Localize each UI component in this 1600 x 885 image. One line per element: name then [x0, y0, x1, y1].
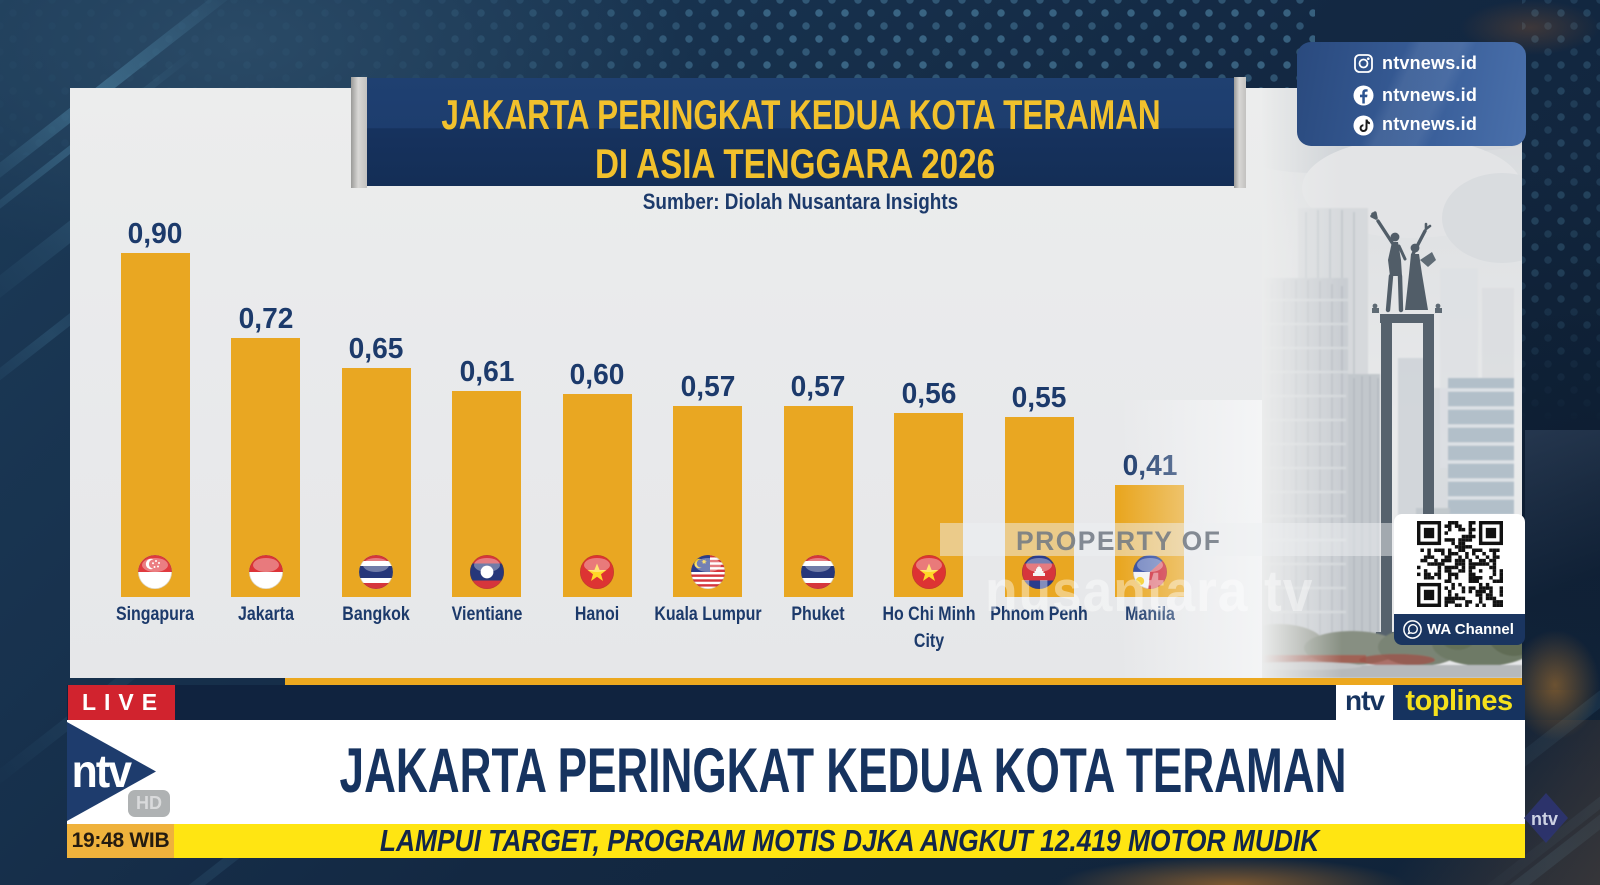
svg-text:ntv: ntv: [1531, 809, 1558, 829]
svg-text:ntv: ntv: [72, 747, 133, 798]
